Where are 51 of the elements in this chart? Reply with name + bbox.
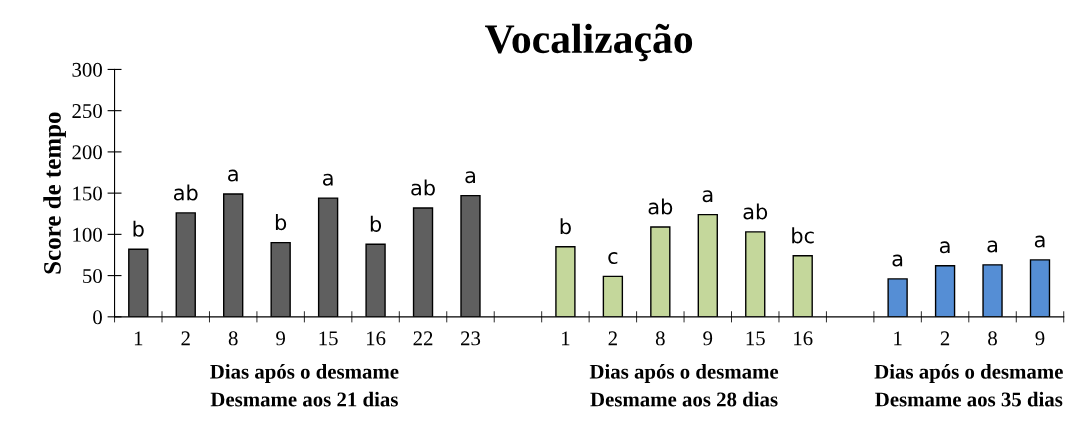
data-label: ab (174, 184, 198, 201)
x-tick-label: 23 (460, 331, 481, 346)
y-tick-label: 150 (73, 186, 102, 201)
data-label: a (892, 254, 903, 267)
data-label: a (987, 240, 998, 253)
data-label: a (939, 241, 950, 254)
text: Desmame aos 21 dias (210, 391, 398, 407)
x-tick-label: 16 (794, 331, 813, 346)
data-label: a (228, 169, 238, 182)
x-tick-label: 16 (366, 331, 386, 346)
text: Dias após o desmame (589, 364, 779, 383)
text: Desmame aos 35 dias (875, 391, 1063, 407)
y-tick-label: 50 (83, 268, 102, 284)
x-tick-label: 22 (413, 331, 433, 346)
data-label: bc (792, 227, 814, 244)
y-tick-label: 0 (93, 310, 102, 325)
data-label: ab (648, 198, 673, 215)
x-tick-label: 2 (181, 331, 190, 346)
y-tick-label: 200 (72, 145, 102, 160)
x-tick-label: 8 (988, 331, 997, 346)
x-tick-label: 8 (655, 331, 665, 346)
x-tick-label: 15 (746, 331, 765, 346)
x-tick-label: 15 (319, 331, 338, 346)
text: Dias após o desmame (210, 364, 399, 383)
x-tick-label: 9 (1035, 331, 1045, 346)
x-tick-label: 2 (608, 331, 617, 346)
y-tick-label: 300 (72, 62, 102, 77)
data-label: b (275, 214, 287, 231)
text: Dias após o desmame (874, 364, 1063, 383)
y-tick-label: 100 (73, 227, 102, 242)
x-tick-label: 9 (703, 331, 713, 346)
data-label: c (608, 252, 618, 265)
text: Desmame aos 28 dias (590, 391, 778, 407)
data-label: a (465, 171, 475, 184)
data-label: b (370, 215, 382, 232)
data-label: b (560, 218, 571, 235)
data-label: a (702, 190, 713, 203)
data-label: ab (743, 203, 768, 220)
x-tick-label: 2 (940, 331, 950, 346)
data-label: b (133, 220, 144, 237)
y-axis-title: Score de tempo (43, 112, 66, 274)
y-tick-label: 250 (72, 104, 102, 119)
x-tick-label: 1 (894, 331, 902, 346)
data-label: a (1034, 235, 1045, 248)
data-label: ab (411, 179, 435, 196)
data-label: a (322, 173, 333, 186)
x-tick-label: 8 (228, 331, 238, 346)
x-tick-label: 1 (134, 331, 143, 346)
x-tick-label: 1 (562, 331, 570, 346)
x-tick-label: 9 (276, 331, 286, 346)
chart-title: Vocalização (485, 23, 693, 62)
